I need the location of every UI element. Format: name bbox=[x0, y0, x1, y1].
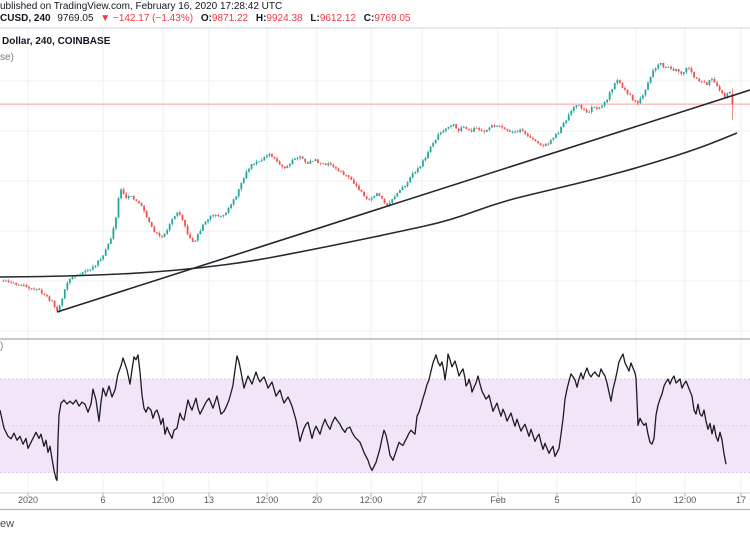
rsi-line bbox=[0, 353, 727, 482]
published-line: ublished on TradingView.com, February 16… bbox=[0, 1, 283, 12]
close-label: C: bbox=[363, 13, 375, 24]
last-price: 9769.05 bbox=[57, 13, 94, 24]
low-value: 9612.12 bbox=[319, 13, 356, 24]
x-axis-label: 2020 bbox=[17, 495, 39, 505]
x-axis-label: 27 bbox=[416, 495, 428, 505]
price-change: ▼ −142.17 (−1.43%) bbox=[100, 13, 194, 24]
rsi-legend-fragment: ) bbox=[0, 341, 4, 352]
gridlines bbox=[0, 28, 750, 493]
x-axis-label: 12:00 bbox=[151, 495, 175, 505]
candles-layer bbox=[2, 62, 734, 313]
low-label: L: bbox=[310, 13, 320, 24]
x-axis-label: 17 bbox=[735, 495, 747, 505]
axis-tick-marks bbox=[27, 493, 742, 497]
x-axis-label: 5 bbox=[554, 495, 560, 505]
rsi-band bbox=[0, 378, 750, 473]
ohlc-line: CUSD, 240 9769.05 ▼ −142.17 (−1.43%) O:9… bbox=[0, 13, 410, 24]
high-label: H: bbox=[255, 13, 267, 24]
x-axis-label: 12:00 bbox=[359, 495, 383, 505]
trend-line bbox=[56, 89, 750, 313]
open-label: O: bbox=[200, 13, 212, 24]
symbol-legend: Dollar, 240, COINBASE bbox=[2, 36, 111, 47]
x-axis-label: 20 bbox=[311, 495, 323, 505]
moving-average-line bbox=[0, 132, 738, 278]
symbol-interval: CUSD, 240 bbox=[0, 13, 51, 24]
high-value: 9924.38 bbox=[266, 13, 303, 24]
x-axis-label: 13 bbox=[203, 495, 215, 505]
x-axis-label: 12:00 bbox=[673, 495, 697, 505]
x-axis-label: 6 bbox=[100, 495, 106, 505]
close-value: 9769.05 bbox=[374, 13, 411, 24]
x-axis-label: Feb bbox=[490, 495, 506, 505]
attribution-fragment: ew bbox=[0, 518, 15, 530]
x-axis-label: 10 bbox=[630, 495, 642, 505]
open-value: 9871.22 bbox=[211, 13, 249, 24]
indicator-legend-fragment: se) bbox=[0, 52, 14, 63]
x-axis-label: 12:00 bbox=[255, 495, 279, 505]
